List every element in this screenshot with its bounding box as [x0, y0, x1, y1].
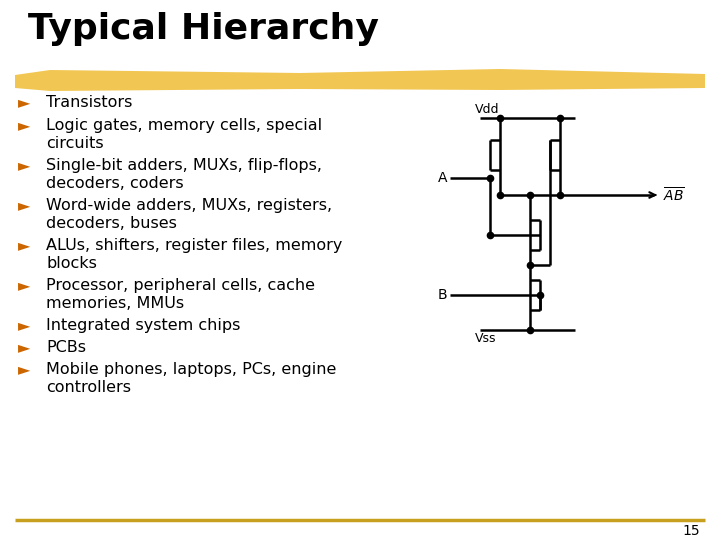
- Text: Single-bit adders, MUXs, flip-flops,: Single-bit adders, MUXs, flip-flops,: [46, 158, 322, 173]
- Text: ►: ►: [18, 158, 30, 173]
- Text: memories, MMUs: memories, MMUs: [46, 296, 184, 311]
- Text: ►: ►: [18, 238, 30, 253]
- Text: Vdd: Vdd: [475, 103, 500, 116]
- Text: controllers: controllers: [46, 380, 131, 395]
- Text: Vss: Vss: [475, 332, 497, 345]
- Text: $\overline{AB}$: $\overline{AB}$: [663, 186, 685, 204]
- Text: ►: ►: [18, 318, 30, 333]
- Text: Logic gates, memory cells, special: Logic gates, memory cells, special: [46, 118, 322, 133]
- Polygon shape: [15, 69, 705, 91]
- Text: decoders, coders: decoders, coders: [46, 176, 184, 191]
- Text: PCBs: PCBs: [46, 340, 86, 355]
- Text: ►: ►: [18, 362, 30, 377]
- Text: ►: ►: [18, 95, 30, 110]
- Text: Typical Hierarchy: Typical Hierarchy: [28, 12, 379, 46]
- Text: A: A: [438, 171, 447, 185]
- Text: Integrated system chips: Integrated system chips: [46, 318, 240, 333]
- Text: Word-wide adders, MUXs, registers,: Word-wide adders, MUXs, registers,: [46, 198, 332, 213]
- Text: decoders, buses: decoders, buses: [46, 216, 177, 231]
- Text: Transistors: Transistors: [46, 95, 132, 110]
- Text: blocks: blocks: [46, 256, 97, 271]
- Text: 15: 15: [683, 524, 700, 538]
- Text: ►: ►: [18, 198, 30, 213]
- Text: ►: ►: [18, 118, 30, 133]
- Text: ALUs, shifters, register files, memory: ALUs, shifters, register files, memory: [46, 238, 343, 253]
- Text: Mobile phones, laptops, PCs, engine: Mobile phones, laptops, PCs, engine: [46, 362, 336, 377]
- Text: B: B: [437, 288, 447, 302]
- Text: Processor, peripheral cells, cache: Processor, peripheral cells, cache: [46, 278, 315, 293]
- Text: circuits: circuits: [46, 136, 104, 151]
- Text: ►: ►: [18, 340, 30, 355]
- Text: ►: ►: [18, 278, 30, 293]
